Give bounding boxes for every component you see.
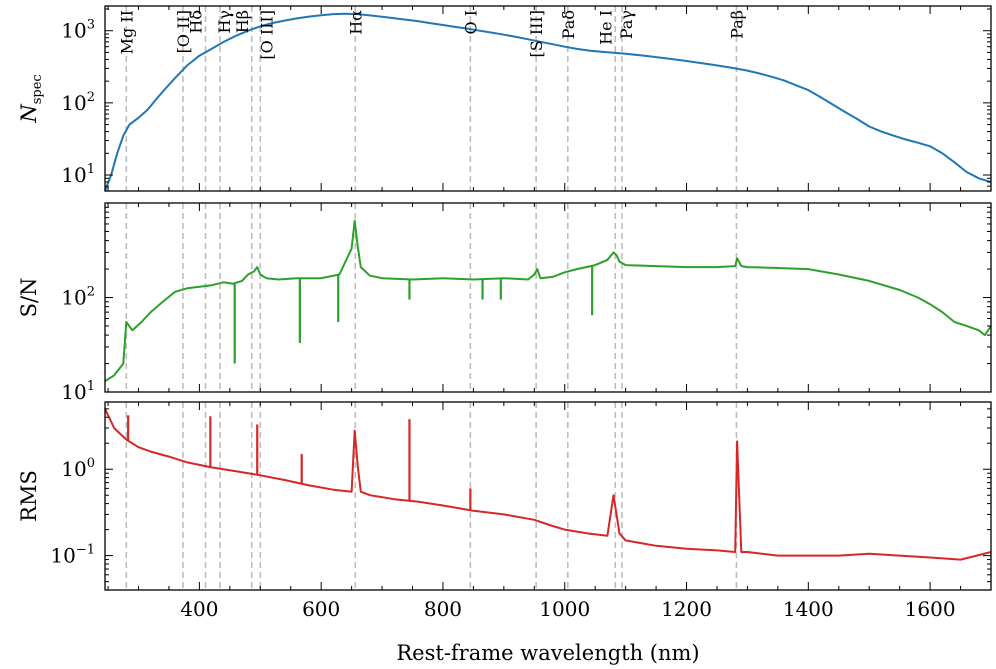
series-line-top xyxy=(104,12,992,192)
panel-frame xyxy=(104,401,992,591)
y-tick-label: 10−1 xyxy=(50,543,95,568)
y-tick-label: 101 xyxy=(61,162,95,187)
y-axis-label: RMS xyxy=(17,470,41,522)
spectral-line-label: Hα xyxy=(346,10,365,35)
x-tick-label: 800 xyxy=(424,597,462,621)
series-line-bottom xyxy=(104,408,992,561)
y-tick-label: 103 xyxy=(61,18,95,43)
y-tick-label: 100 xyxy=(61,456,95,481)
y-tick-label: 102 xyxy=(61,285,95,310)
spectral-line-label: Paδ xyxy=(559,10,578,39)
x-tick-label: 1600 xyxy=(905,597,956,621)
spectral-line-label: [O II] xyxy=(174,10,193,53)
panel-frame xyxy=(104,5,992,192)
panel-signal-to-noise: 101 102 S/N xyxy=(17,202,992,404)
panel-frame xyxy=(104,202,992,393)
spectral-line-label: Paβ xyxy=(728,10,747,39)
x-tick-label: 1000 xyxy=(539,597,590,621)
spectral-line-label: O I xyxy=(461,10,480,35)
y-tick-label: 101 xyxy=(61,379,95,404)
x-tick-label: 1200 xyxy=(661,597,712,621)
spectral-line-label: Mg II xyxy=(117,10,136,54)
spectral-line-label: [S III] xyxy=(527,10,546,58)
series-line-middle xyxy=(104,219,992,383)
spectral-line-label: Hδ xyxy=(187,10,206,34)
spectral-line-label: Paγ xyxy=(617,10,636,39)
x-tick-label: 1400 xyxy=(783,597,834,621)
y-tick-label: 102 xyxy=(61,90,95,115)
y-axis-label: S/N xyxy=(17,278,41,318)
panel-rms: 10−1 100 400 600 800 1000 1200 1400 1600 RMS xyxy=(17,401,992,621)
spectral-line-label: [O III] xyxy=(257,10,276,60)
spectral-line-label: Hγ xyxy=(215,10,234,34)
x-tick-label: 400 xyxy=(180,597,218,621)
spectral-line-label: Hβ xyxy=(233,10,252,33)
y-axis-label: Nspec xyxy=(17,74,45,123)
x-tick-label: 600 xyxy=(302,597,340,621)
spectral-line-label: He I xyxy=(596,10,615,45)
panel-nspec: 101 102 103 Nspec xyxy=(17,5,992,192)
x-axis-label: Rest-frame wavelength (nm) xyxy=(396,641,699,665)
